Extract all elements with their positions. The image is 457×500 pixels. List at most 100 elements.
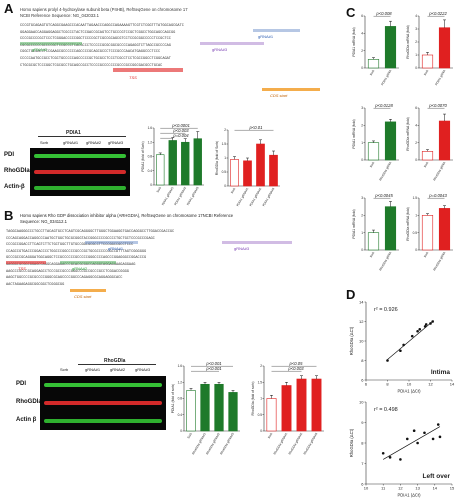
x-tick-label: RhoGDIa gRNA#2 <box>288 432 304 456</box>
x-axis-label: PDIA1 (ΔCt) <box>397 493 421 498</box>
panel-a-grna3-label: gRNA#3 <box>212 47 228 52</box>
bar <box>421 215 434 251</box>
grna2-highlight <box>60 261 116 264</box>
x-tick-label: 12 <box>398 486 403 491</box>
y-axis-label: RhoGDIa (ΔCt) <box>349 428 354 457</box>
y-tick-label: 0.5 <box>413 231 418 235</box>
x-tick-label: PDIA1 gRNA#3 <box>261 187 275 207</box>
x-tick-label: Scrb <box>267 432 274 440</box>
y-tick-label: 12 <box>359 319 364 324</box>
x-tick-label: RhoGDIa gRNA#1 <box>191 432 207 456</box>
scatter-point <box>388 456 392 459</box>
x-tick-label: PDIA1 gRNA <box>380 69 392 86</box>
panel-c-chart-5: 0 1 2 3 PDIA1 mRNA (fold) Scrb RhoGDIa gRNA p<0… <box>352 193 399 271</box>
y-tick-label: 0 <box>224 184 226 188</box>
panel-a-seq-ref: NCBI Reference Sequence: NG_042033.1 <box>20 13 99 18</box>
y-tick-label: 4 <box>361 32 363 36</box>
sequence-line: CCCGTGCAGAGTGTCAGGCGAAGCCCACAATTAGAACCCA… <box>20 24 184 28</box>
y-tick-label: 1 <box>415 214 417 218</box>
panel-b-sequence: TAGGCAAGGGCCCTGCCTTACAGTGCCTCAGTCGCAGGGG… <box>6 229 324 349</box>
tss-highlight <box>6 261 46 264</box>
bar <box>228 392 238 432</box>
lane-label: gRNA#2 <box>110 367 126 372</box>
sequence-line: CGCGCCCCCCGCCCCGCTCCGCCCTCACGCCCTCCCCCGC… <box>20 43 171 48</box>
x-tick-label: 11 <box>381 486 386 491</box>
panel-letter-b: B <box>4 208 14 223</box>
p-value-annotation: p<0.001 <box>205 361 221 366</box>
x-tick-label: RhoGDIa gRNA <box>432 161 446 181</box>
y-tick-label: 10 <box>359 399 364 404</box>
y-tick-label: 1.2 <box>178 380 183 384</box>
y-tick-label: 14 <box>359 299 364 304</box>
panel-a-seq-title: Homo sapiens prolyl 4-hydroxylase subuni… <box>20 7 188 12</box>
x-tick-label: 10 <box>407 382 412 387</box>
bar <box>266 398 277 432</box>
y-tick-label: 1.5 <box>258 380 263 384</box>
bar <box>230 159 239 187</box>
panel-b-cds-label: CDS start <box>74 294 92 299</box>
panel-c-chart-1: 0 2 4 6 PDIA1 mRNA (fold) Scrb PDIA1 gRNA p<0.0… <box>352 11 399 86</box>
x-tick-label: 10 <box>364 486 369 491</box>
scatter-point <box>416 441 419 445</box>
y-tick-label: 0 <box>415 158 417 162</box>
scatter-point <box>423 431 426 435</box>
y-tick-label: 2 <box>361 214 363 218</box>
x-tick-label: Scrb <box>369 161 376 169</box>
y-tick-label: 0.4 <box>148 169 153 173</box>
panel-b-tss-label: TSS <box>18 266 26 271</box>
lane-label: gRNA#3 <box>108 140 124 145</box>
y-tick-label: 1 <box>260 397 262 401</box>
tss-highlight <box>113 68 183 72</box>
y-tick-label: 0.8 <box>148 155 153 159</box>
scatter-point <box>416 329 419 333</box>
y-tick-label: 2 <box>260 364 262 368</box>
x-tick-label: 8 <box>386 382 389 387</box>
y-axis-label: PDIA1 (fold of scrb) <box>171 384 175 414</box>
p-value-annotation: p<0.001 <box>205 366 221 371</box>
lane-label: Scrb <box>40 140 49 145</box>
x-tick-label: PDIA1 gRNA#2 <box>173 186 187 206</box>
r-squared-annotation: r² = 0.498 <box>374 407 398 413</box>
regression-line <box>387 320 434 360</box>
x-tick-label: PDIA1 gRNA#1 <box>161 186 175 206</box>
y-tick-label: 9 <box>361 420 364 425</box>
panel-a-blot-header: PDIA1 <box>66 130 81 136</box>
p-value-annotation: p<0.0128 <box>374 103 393 108</box>
panel-b-blot-bracket <box>78 364 156 365</box>
blot-b-rhogdi <box>40 394 166 412</box>
y-tick-label: 1 <box>224 156 226 160</box>
grna1-highlight <box>85 241 138 244</box>
bar <box>156 154 165 186</box>
bar <box>181 141 190 186</box>
y-tick-label: 0 <box>150 183 152 187</box>
y-tick-label: 0 <box>180 429 182 433</box>
grna3-highlight <box>222 241 292 244</box>
p-value-annotation: p<0.003 <box>172 128 189 133</box>
y-tick-label: 1.5 <box>222 142 227 146</box>
panel-a-tss-label: TSS <box>129 75 137 80</box>
panel-letter-c: C <box>346 5 356 20</box>
p-value-annotation: p=0.004 <box>172 133 189 138</box>
x-tick-label: 15 <box>450 486 455 491</box>
panel-b-grna1-label: gRNA#1 <box>108 246 124 251</box>
y-axis-label: RhoGDIa (fold of Scrb) <box>215 141 219 175</box>
y-tick-label: 0.5 <box>222 170 227 174</box>
blot-b-row-label: PDI <box>16 381 27 387</box>
blot-b-row-label: RhoGDIa <box>16 399 42 405</box>
x-tick-label: PDIA1 gRNA <box>434 69 446 86</box>
panel-letter-a: A <box>4 1 14 16</box>
x-tick-label: RhoGDIa gRNA <box>378 251 392 271</box>
sequence-line: GGAGGAACCAGGAGGAGGCTCGCCCTACTCCGACCGCAGT… <box>20 30 176 35</box>
x-tick-label: Scrb <box>369 69 376 77</box>
x-tick-label: 14 <box>433 486 438 491</box>
x-tick-label: RhoGDIa gRNA#3 <box>303 432 319 456</box>
sequence-line: AAGCTGGCCCCGCGCCCCGGGCGCAGCCCCGGCCCAGAGG… <box>6 276 123 281</box>
bar <box>311 378 322 432</box>
x-tick-label: RhoGDIa gRNA#2 <box>205 432 221 456</box>
sequence-line: CCAGCCGTGACCCGGACCCCTGGCCCGGCCCCGCCCGCTG… <box>6 249 147 254</box>
y-tick-label: 6 <box>361 14 363 18</box>
y-tick-label: 0 <box>361 248 363 252</box>
x-tick-label: PDIA1 gRNA#2 <box>248 187 262 207</box>
bar <box>168 140 177 186</box>
